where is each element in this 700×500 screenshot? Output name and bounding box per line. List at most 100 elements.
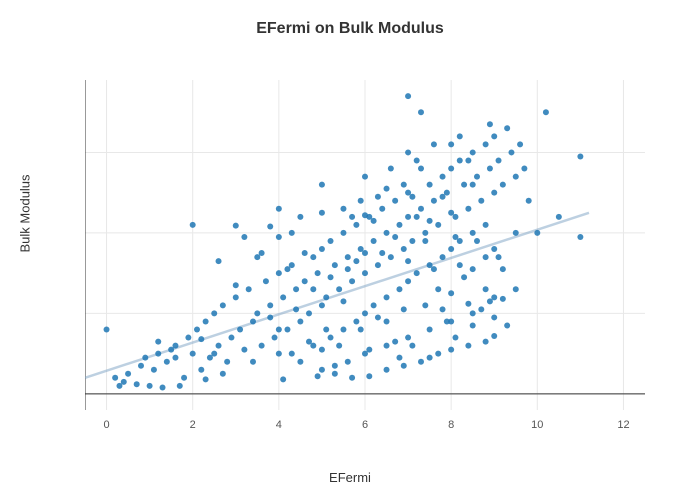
- scatter-point: [194, 327, 200, 333]
- scatter-point: [534, 230, 540, 236]
- scatter-point: [435, 222, 441, 228]
- scatter-point: [220, 302, 226, 308]
- scatter-point: [504, 125, 510, 131]
- scatter-point: [340, 327, 346, 333]
- scatter-point: [396, 222, 402, 228]
- scatter-point: [504, 322, 510, 328]
- scatter-point: [435, 351, 441, 357]
- scatter-point: [448, 347, 454, 353]
- scatter-point: [452, 214, 458, 220]
- scatter-point: [155, 339, 161, 345]
- scatter-point: [315, 373, 321, 379]
- scatter-point: [448, 290, 454, 296]
- x-tick-label: 4: [276, 419, 282, 431]
- scatter-point: [340, 206, 346, 212]
- scatter-point: [418, 109, 424, 115]
- scatter-point: [216, 343, 222, 349]
- scatter-point: [345, 254, 351, 260]
- scatter-point: [302, 278, 308, 284]
- scatter-point: [487, 298, 493, 304]
- scatter-point: [487, 121, 493, 127]
- scatter-point: [496, 157, 502, 163]
- scatter-point: [556, 214, 562, 220]
- scatter-point: [414, 157, 420, 163]
- scatter-point: [147, 383, 153, 389]
- scatter-point: [409, 194, 415, 200]
- scatter-point: [465, 206, 471, 212]
- scatter-point: [500, 296, 506, 302]
- scatter-point: [491, 314, 497, 320]
- scatter-point: [577, 153, 583, 159]
- scatter-point: [172, 343, 178, 349]
- scatter-point: [483, 222, 489, 228]
- scatter-point: [289, 351, 295, 357]
- scatter-point: [246, 286, 252, 292]
- scatter-point: [349, 278, 355, 284]
- scatter-point: [177, 383, 183, 389]
- scatter-point: [470, 149, 476, 155]
- scatter-point: [297, 359, 303, 365]
- scatter-point: [371, 218, 377, 224]
- scatter-point: [233, 282, 239, 288]
- scatter-point: [470, 310, 476, 316]
- scatter-point: [517, 141, 523, 147]
- scatter-point: [297, 214, 303, 220]
- scatter-point: [483, 339, 489, 345]
- scatter-point: [155, 351, 161, 357]
- scatter-point: [241, 234, 247, 240]
- scatter-point: [160, 384, 166, 390]
- scatter-point: [340, 298, 346, 304]
- scatter-point: [190, 222, 196, 228]
- scatter-point: [280, 294, 286, 300]
- scatter-point: [384, 318, 390, 324]
- scatter-point: [431, 266, 437, 272]
- scatter-point: [470, 322, 476, 328]
- scatter-point: [190, 351, 196, 357]
- scatter-point: [362, 250, 368, 256]
- scatter-point: [422, 230, 428, 236]
- scatter-point: [319, 367, 325, 373]
- scatter-point: [457, 262, 463, 268]
- scatter-point: [526, 198, 532, 204]
- scatter-point: [267, 223, 273, 229]
- scatter-point: [323, 327, 329, 333]
- scatter-point: [414, 214, 420, 220]
- scatter-point: [384, 230, 390, 236]
- scatter-point: [319, 246, 325, 252]
- scatter-point: [121, 379, 127, 385]
- x-tick-label: 6: [362, 419, 368, 431]
- scatter-point: [375, 262, 381, 268]
- scatter-point: [470, 266, 476, 272]
- scatter-point: [362, 270, 368, 276]
- scatter-point: [328, 274, 334, 280]
- scatter-point: [353, 258, 359, 264]
- scatter-point: [310, 254, 316, 260]
- scatter-point: [543, 109, 549, 115]
- scatter-point: [104, 327, 110, 333]
- scatter-point: [452, 335, 458, 341]
- scatter-point: [461, 274, 467, 280]
- scatter-point: [211, 310, 217, 316]
- scatter-point: [483, 254, 489, 260]
- scatter-point: [405, 149, 411, 155]
- scatter-point: [332, 371, 338, 377]
- scatter-point: [319, 347, 325, 353]
- scatter-point: [306, 310, 312, 316]
- scatter-point: [340, 230, 346, 236]
- scatter-point: [474, 238, 480, 244]
- scatter-point: [457, 133, 463, 139]
- scatter-point: [138, 363, 144, 369]
- scatter-point: [409, 238, 415, 244]
- scatter-point: [384, 343, 390, 349]
- scatter-point: [414, 270, 420, 276]
- scatter-point: [521, 166, 527, 172]
- scatter-point: [349, 214, 355, 220]
- scatter-point: [216, 258, 222, 264]
- scatter-point: [250, 359, 256, 365]
- scatter-point: [224, 359, 230, 365]
- scatter-point: [405, 214, 411, 220]
- scatter-point: [220, 371, 226, 377]
- scatter-point: [392, 234, 398, 240]
- scatter-point: [371, 302, 377, 308]
- scatter-point: [259, 250, 265, 256]
